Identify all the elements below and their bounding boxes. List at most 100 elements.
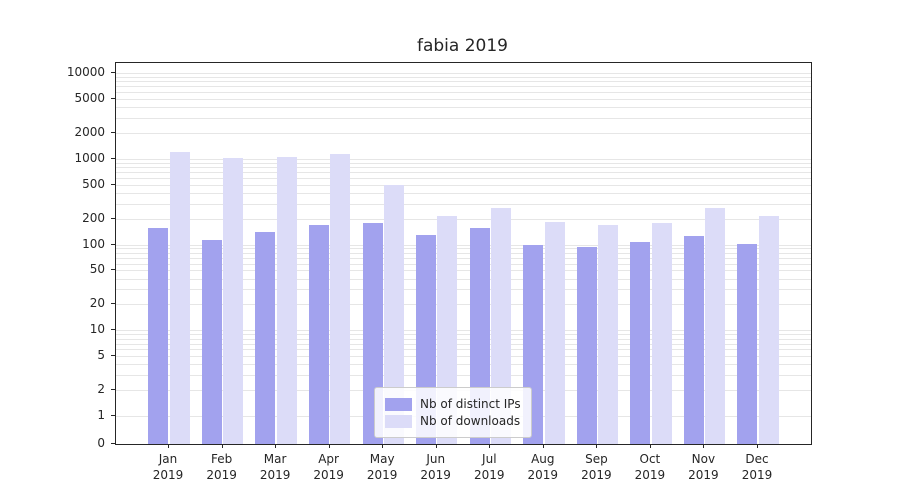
y-tick-label: 1000 bbox=[74, 150, 105, 165]
gridline bbox=[116, 107, 811, 109]
gridline bbox=[116, 270, 811, 272]
x-tick-month: Apr bbox=[318, 452, 339, 466]
y-tick-label: 2 bbox=[97, 382, 105, 397]
x-tick-label: Jun 2019 bbox=[404, 451, 468, 483]
x-tick-month: Jun bbox=[426, 452, 446, 466]
bar-nb-of-downloads-feb bbox=[223, 158, 244, 444]
y-tick-mark bbox=[111, 131, 115, 133]
x-tick-year: 2019 bbox=[152, 468, 184, 482]
gridline bbox=[116, 334, 811, 336]
gridline bbox=[116, 252, 811, 254]
y-tick-label: 10000 bbox=[66, 65, 105, 79]
bar-nb-of-downloads-dec bbox=[758, 216, 779, 444]
y-tick-mark bbox=[111, 269, 115, 271]
x-tick-year: 2019 bbox=[259, 468, 291, 482]
x-tick-mark bbox=[703, 444, 705, 448]
gridline bbox=[116, 248, 811, 250]
legend-row-downloads: Nb of downloads bbox=[385, 414, 521, 428]
gridline bbox=[116, 343, 811, 345]
bar-nb-of-downloads-oct bbox=[651, 222, 672, 444]
y-tick-label: 200 bbox=[82, 210, 105, 225]
x-tick-label: Dec 2019 bbox=[725, 451, 789, 483]
gridline bbox=[116, 162, 811, 164]
gridline bbox=[116, 244, 811, 246]
gridline bbox=[116, 218, 811, 220]
gridline bbox=[116, 132, 811, 134]
plot-area: Nb of distinct IPs Nb of downloads bbox=[115, 62, 812, 445]
gridline bbox=[116, 289, 811, 291]
x-tick-mark bbox=[489, 444, 491, 448]
x-tick-label: Jan 2019 bbox=[136, 451, 200, 483]
x-tick-month: Sep bbox=[585, 452, 608, 466]
gridline bbox=[116, 375, 811, 377]
legend-label-downloads: Nb of downloads bbox=[420, 414, 521, 428]
y-tick-label: 0 bbox=[97, 436, 105, 450]
gridline bbox=[116, 192, 811, 194]
x-tick-label: Jul 2019 bbox=[457, 451, 521, 483]
y-tick-mark bbox=[111, 243, 115, 245]
legend-label-distinct-ips: Nb of distinct IPs bbox=[420, 397, 521, 411]
bar-nb-of-distinct-ips-nov bbox=[683, 236, 704, 444]
x-tick-mark bbox=[328, 444, 330, 448]
gridline bbox=[116, 117, 811, 119]
bar-nb-of-downloads-aug bbox=[544, 221, 565, 444]
bar-nb-of-distinct-ips-apr bbox=[308, 224, 329, 444]
bar-nb-of-distinct-ips-dec bbox=[737, 243, 758, 444]
x-tick-year: 2019 bbox=[474, 468, 505, 482]
bar-nb-of-downloads-mar bbox=[276, 156, 297, 444]
bar-nb-of-distinct-ips-feb bbox=[201, 240, 222, 444]
y-tick-mark bbox=[111, 329, 115, 331]
x-tick-year: 2019 bbox=[366, 468, 398, 482]
gridline bbox=[116, 356, 811, 358]
y-tick-label: 10 bbox=[89, 322, 105, 337]
x-tick-month: Mar bbox=[263, 452, 287, 466]
gridline bbox=[116, 263, 811, 265]
x-tick-label: Oct 2019 bbox=[618, 451, 682, 483]
gridline bbox=[116, 92, 811, 93]
y-tick-mark bbox=[111, 415, 115, 416]
x-tick-year: 2019 bbox=[634, 468, 666, 482]
y-tick-label: 5000 bbox=[74, 90, 105, 105]
x-tick-month: May bbox=[369, 452, 395, 466]
gridline bbox=[116, 177, 811, 179]
gridline bbox=[116, 167, 811, 169]
legend-swatch-distinct-ips bbox=[385, 397, 412, 411]
x-tick-mark bbox=[168, 444, 169, 448]
gridline bbox=[116, 338, 811, 340]
gridline bbox=[116, 349, 811, 351]
x-tick-mark bbox=[542, 444, 544, 448]
y-tick-label: 1 bbox=[97, 408, 105, 422]
gridline bbox=[116, 172, 811, 173]
x-tick-mark bbox=[757, 444, 758, 448]
y-tick-mark bbox=[111, 72, 115, 73]
gridline bbox=[116, 257, 811, 259]
gridline bbox=[116, 330, 811, 332]
y-tick-label: 50 bbox=[89, 262, 105, 277]
y-tick-label: 5 bbox=[97, 348, 105, 363]
x-tick-label: Mar 2019 bbox=[243, 451, 307, 483]
x-tick-mark bbox=[221, 444, 223, 448]
y-tick-label: 20 bbox=[89, 296, 105, 311]
bar-nb-of-distinct-ips-jan bbox=[148, 228, 169, 444]
x-tick-label: Nov 2019 bbox=[671, 451, 735, 483]
gridline bbox=[116, 81, 811, 83]
bar-nb-of-downloads-nov bbox=[705, 207, 726, 444]
x-tick-month: Aug bbox=[531, 452, 555, 466]
bar-nb-of-downloads-apr bbox=[330, 153, 351, 444]
legend-swatch-downloads bbox=[385, 414, 412, 428]
x-tick-month: Dec bbox=[745, 452, 769, 466]
gridline bbox=[116, 76, 811, 78]
x-tick-mark bbox=[649, 444, 651, 448]
x-tick-month: Feb bbox=[210, 452, 233, 466]
x-tick-mark bbox=[275, 444, 277, 448]
gridline bbox=[116, 304, 811, 306]
gridline bbox=[116, 364, 811, 366]
gridline bbox=[116, 86, 811, 88]
x-tick-year: 2019 bbox=[313, 468, 344, 482]
bar-nb-of-distinct-ips-sep bbox=[576, 247, 597, 444]
x-tick-year: 2019 bbox=[420, 468, 451, 482]
bar-nb-of-downloads-may bbox=[383, 184, 404, 444]
x-tick-month: Nov bbox=[691, 452, 716, 466]
gridline bbox=[116, 203, 811, 205]
y-tick-mark bbox=[111, 355, 115, 357]
